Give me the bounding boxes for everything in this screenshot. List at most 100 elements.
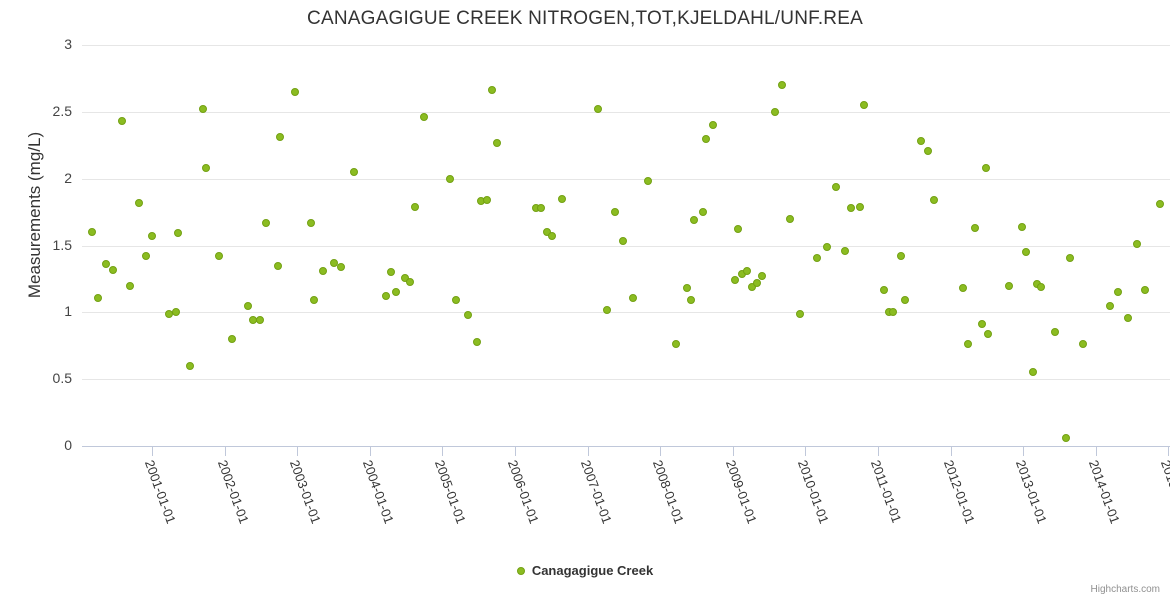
data-point[interactable] — [548, 232, 556, 241]
data-point[interactable] — [1037, 282, 1045, 291]
data-point[interactable] — [930, 196, 938, 205]
data-point[interactable] — [1018, 222, 1026, 231]
data-point[interactable] — [291, 87, 299, 96]
data-point[interactable] — [174, 229, 182, 238]
data-point[interactable] — [118, 117, 126, 126]
data-point[interactable] — [228, 335, 236, 344]
data-point[interactable] — [702, 134, 710, 143]
data-point[interactable] — [1005, 281, 1013, 290]
data-point[interactable] — [841, 246, 849, 255]
data-point[interactable] — [446, 174, 454, 183]
data-point[interactable] — [734, 225, 742, 234]
data-point[interactable] — [758, 272, 766, 281]
data-point[interactable] — [1029, 368, 1037, 377]
data-point[interactable] — [1141, 285, 1149, 294]
data-point[interactable] — [274, 261, 282, 270]
data-point[interactable] — [310, 296, 318, 305]
data-point[interactable] — [984, 329, 992, 338]
data-point[interactable] — [483, 196, 491, 205]
data-point[interactable] — [796, 309, 804, 318]
data-point[interactable] — [172, 308, 180, 317]
data-point[interactable] — [731, 276, 739, 285]
data-point[interactable] — [964, 340, 972, 349]
data-point[interactable] — [392, 288, 400, 297]
data-point[interactable] — [753, 278, 761, 287]
data-point[interactable] — [690, 216, 698, 225]
data-point[interactable] — [813, 253, 821, 262]
data-point[interactable] — [186, 361, 194, 370]
data-point[interactable] — [202, 163, 210, 172]
data-point[interactable] — [330, 258, 338, 267]
data-point[interactable] — [823, 242, 831, 251]
data-point[interactable] — [1062, 433, 1070, 442]
data-point[interactable] — [452, 296, 460, 305]
data-point[interactable] — [959, 284, 967, 293]
data-point[interactable] — [699, 208, 707, 217]
data-point[interactable] — [880, 285, 888, 294]
data-point[interactable] — [786, 214, 794, 223]
data-point[interactable] — [1022, 248, 1030, 257]
data-point[interactable] — [488, 86, 496, 95]
data-point[interactable] — [1106, 301, 1114, 310]
data-point[interactable] — [1066, 253, 1074, 262]
data-point[interactable] — [748, 282, 756, 291]
data-point[interactable] — [778, 81, 786, 90]
data-point[interactable] — [629, 293, 637, 302]
data-point[interactable] — [337, 262, 345, 271]
data-point[interactable] — [611, 208, 619, 217]
data-point[interactable] — [543, 228, 551, 237]
data-point[interactable] — [473, 337, 481, 346]
highcharts-credits[interactable]: Highcharts.com — [1090, 584, 1160, 595]
data-point[interactable] — [709, 121, 717, 130]
data-point[interactable] — [1051, 328, 1059, 337]
data-point[interactable] — [244, 301, 252, 310]
data-point[interactable] — [897, 252, 905, 261]
data-point[interactable] — [142, 252, 150, 261]
data-point[interactable] — [215, 252, 223, 261]
data-point[interactable] — [1079, 340, 1087, 349]
data-point[interactable] — [406, 277, 414, 286]
data-point[interactable] — [319, 266, 327, 275]
data-point[interactable] — [1133, 240, 1141, 249]
data-point[interactable] — [88, 228, 96, 237]
data-point[interactable] — [148, 232, 156, 241]
data-point[interactable] — [262, 218, 270, 227]
data-point[interactable] — [276, 133, 284, 142]
data-point[interactable] — [350, 167, 358, 176]
data-point[interactable] — [493, 138, 501, 147]
data-point[interactable] — [889, 308, 897, 317]
data-point[interactable] — [917, 137, 925, 146]
data-point[interactable] — [387, 268, 395, 277]
data-point[interactable] — [619, 237, 627, 246]
data-point[interactable] — [687, 296, 695, 305]
data-point[interactable] — [672, 340, 680, 349]
data-point[interactable] — [102, 260, 110, 269]
data-point[interactable] — [420, 113, 428, 122]
data-point[interactable] — [135, 198, 143, 207]
data-point[interactable] — [743, 266, 751, 275]
legend-item-label[interactable]: Canagagigue Creek — [531, 563, 654, 578]
data-point[interactable] — [1114, 288, 1122, 297]
data-point[interactable] — [901, 296, 909, 305]
data-point[interactable] — [126, 281, 134, 290]
data-point[interactable] — [771, 107, 779, 116]
chart-legend[interactable]: Canagagigue Creek — [0, 563, 1170, 578]
data-point[interactable] — [978, 320, 986, 329]
data-point[interactable] — [644, 177, 652, 186]
data-point[interactable] — [832, 182, 840, 191]
data-point[interactable] — [1124, 313, 1132, 322]
data-point[interactable] — [109, 265, 117, 274]
data-point[interactable] — [683, 284, 691, 293]
data-point[interactable] — [411, 202, 419, 211]
data-point[interactable] — [382, 292, 390, 301]
data-point[interactable] — [537, 204, 545, 213]
data-point[interactable] — [1156, 200, 1164, 209]
data-point[interactable] — [603, 305, 611, 314]
data-point[interactable] — [256, 316, 264, 325]
data-point[interactable] — [982, 163, 990, 172]
data-point[interactable] — [199, 105, 207, 114]
data-point[interactable] — [307, 218, 315, 227]
data-point[interactable] — [971, 224, 979, 233]
data-point[interactable] — [856, 202, 864, 211]
data-point[interactable] — [558, 194, 566, 203]
